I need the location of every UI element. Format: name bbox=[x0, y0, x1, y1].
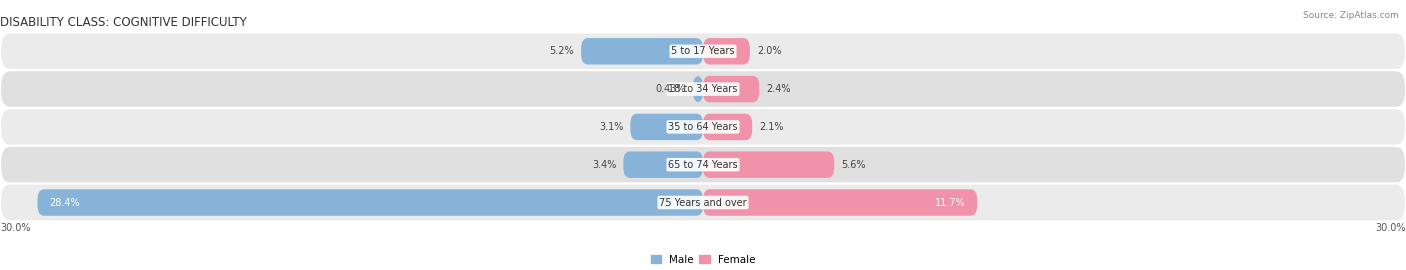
Text: 30.0%: 30.0% bbox=[0, 222, 31, 232]
FancyBboxPatch shape bbox=[630, 114, 703, 140]
Text: 75 Years and over: 75 Years and over bbox=[659, 197, 747, 208]
FancyBboxPatch shape bbox=[703, 38, 749, 65]
FancyBboxPatch shape bbox=[0, 108, 1406, 146]
Text: 5.6%: 5.6% bbox=[841, 160, 866, 170]
Text: 3.1%: 3.1% bbox=[599, 122, 623, 132]
Legend: Male, Female: Male, Female bbox=[647, 251, 759, 269]
Text: 18 to 34 Years: 18 to 34 Years bbox=[668, 84, 738, 94]
FancyBboxPatch shape bbox=[623, 151, 703, 178]
Text: 65 to 74 Years: 65 to 74 Years bbox=[668, 160, 738, 170]
Text: 2.4%: 2.4% bbox=[766, 84, 790, 94]
FancyBboxPatch shape bbox=[703, 76, 759, 102]
FancyBboxPatch shape bbox=[703, 151, 834, 178]
FancyBboxPatch shape bbox=[0, 32, 1406, 70]
Text: 28.4%: 28.4% bbox=[49, 197, 80, 208]
FancyBboxPatch shape bbox=[703, 189, 977, 216]
FancyBboxPatch shape bbox=[581, 38, 703, 65]
Text: 0.43%: 0.43% bbox=[655, 84, 686, 94]
Text: 3.4%: 3.4% bbox=[592, 160, 616, 170]
Text: DISABILITY CLASS: COGNITIVE DIFFICULTY: DISABILITY CLASS: COGNITIVE DIFFICULTY bbox=[0, 16, 246, 29]
FancyBboxPatch shape bbox=[0, 70, 1406, 108]
Text: Source: ZipAtlas.com: Source: ZipAtlas.com bbox=[1303, 11, 1399, 20]
Text: 5 to 17 Years: 5 to 17 Years bbox=[671, 46, 735, 56]
FancyBboxPatch shape bbox=[703, 114, 752, 140]
Text: 35 to 64 Years: 35 to 64 Years bbox=[668, 122, 738, 132]
Text: 2.0%: 2.0% bbox=[756, 46, 782, 56]
Text: 2.1%: 2.1% bbox=[759, 122, 783, 132]
FancyBboxPatch shape bbox=[0, 146, 1406, 184]
Text: 5.2%: 5.2% bbox=[550, 46, 574, 56]
Text: 30.0%: 30.0% bbox=[1375, 222, 1406, 232]
FancyBboxPatch shape bbox=[693, 76, 703, 102]
Text: 11.7%: 11.7% bbox=[935, 197, 966, 208]
FancyBboxPatch shape bbox=[0, 184, 1406, 221]
FancyBboxPatch shape bbox=[38, 189, 703, 216]
